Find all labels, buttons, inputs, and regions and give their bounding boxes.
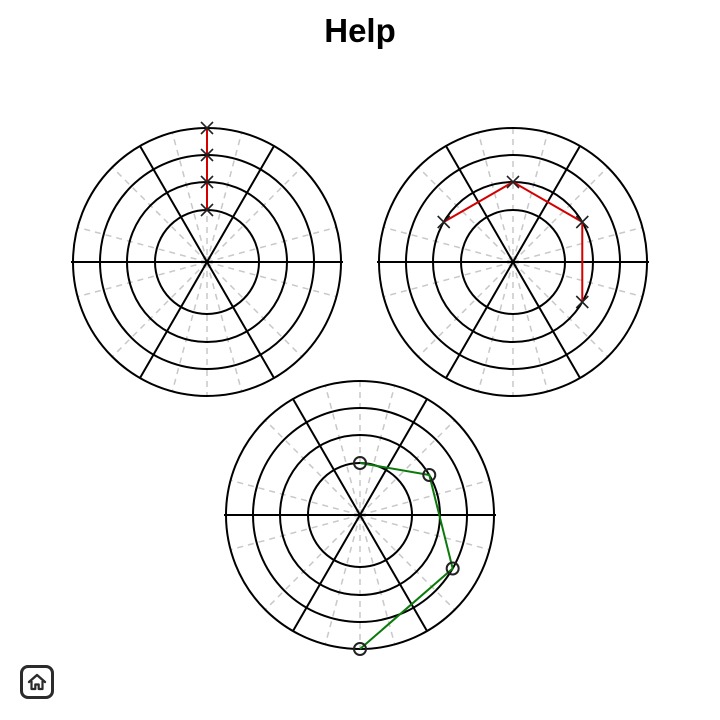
guide-line <box>206 166 303 263</box>
guide-line <box>264 419 361 516</box>
guide-line <box>359 514 396 645</box>
cross-marker <box>200 121 214 135</box>
guide-line <box>206 261 337 298</box>
guide-line <box>417 166 514 263</box>
guide-line <box>171 132 208 263</box>
guide-line <box>512 166 609 263</box>
cross-marker <box>437 215 451 229</box>
guide-line <box>383 261 514 298</box>
guide-line <box>512 132 549 263</box>
guide-line <box>324 514 361 645</box>
cross-marker <box>575 215 589 229</box>
guide-line <box>206 226 337 263</box>
guide-line <box>264 514 361 611</box>
guide-line <box>77 226 208 263</box>
cross-marker <box>200 203 214 217</box>
guide-line <box>206 132 243 263</box>
cross-marker <box>200 148 214 162</box>
home-button[interactable] <box>20 665 54 699</box>
spoke-line <box>292 398 428 632</box>
cross-marker <box>200 175 214 189</box>
guide-line <box>359 385 396 516</box>
circle-marker <box>353 642 367 656</box>
cross-marker <box>575 295 589 309</box>
spoke-line <box>445 145 581 379</box>
guide-line <box>206 261 303 358</box>
guide-line <box>230 514 361 551</box>
guide-line <box>477 261 514 392</box>
circle-marker <box>353 456 367 470</box>
path-line <box>443 180 584 302</box>
spoke-line <box>139 145 275 379</box>
guide-line <box>111 261 208 358</box>
guide-line <box>77 261 208 298</box>
guide-line <box>359 419 456 516</box>
guide-line <box>171 261 208 392</box>
guide-line <box>359 514 490 551</box>
guide-line <box>111 166 208 263</box>
guide-line <box>417 261 514 358</box>
guide-line <box>512 261 643 298</box>
guide-line <box>477 132 514 263</box>
guide-line <box>359 514 456 611</box>
guide-line <box>512 261 609 358</box>
guide-line <box>230 479 361 516</box>
page-title: Help <box>324 12 396 49</box>
cross-marker <box>506 175 520 189</box>
guide-line <box>383 226 514 263</box>
guide-line <box>512 226 643 263</box>
guide-line <box>206 261 243 392</box>
home-icon <box>27 673 47 691</box>
guide-line <box>324 385 361 516</box>
guide-line <box>512 261 549 392</box>
circle-marker <box>422 468 437 482</box>
circle-marker <box>445 561 460 576</box>
guide-line <box>359 479 490 516</box>
path-line <box>359 462 454 650</box>
